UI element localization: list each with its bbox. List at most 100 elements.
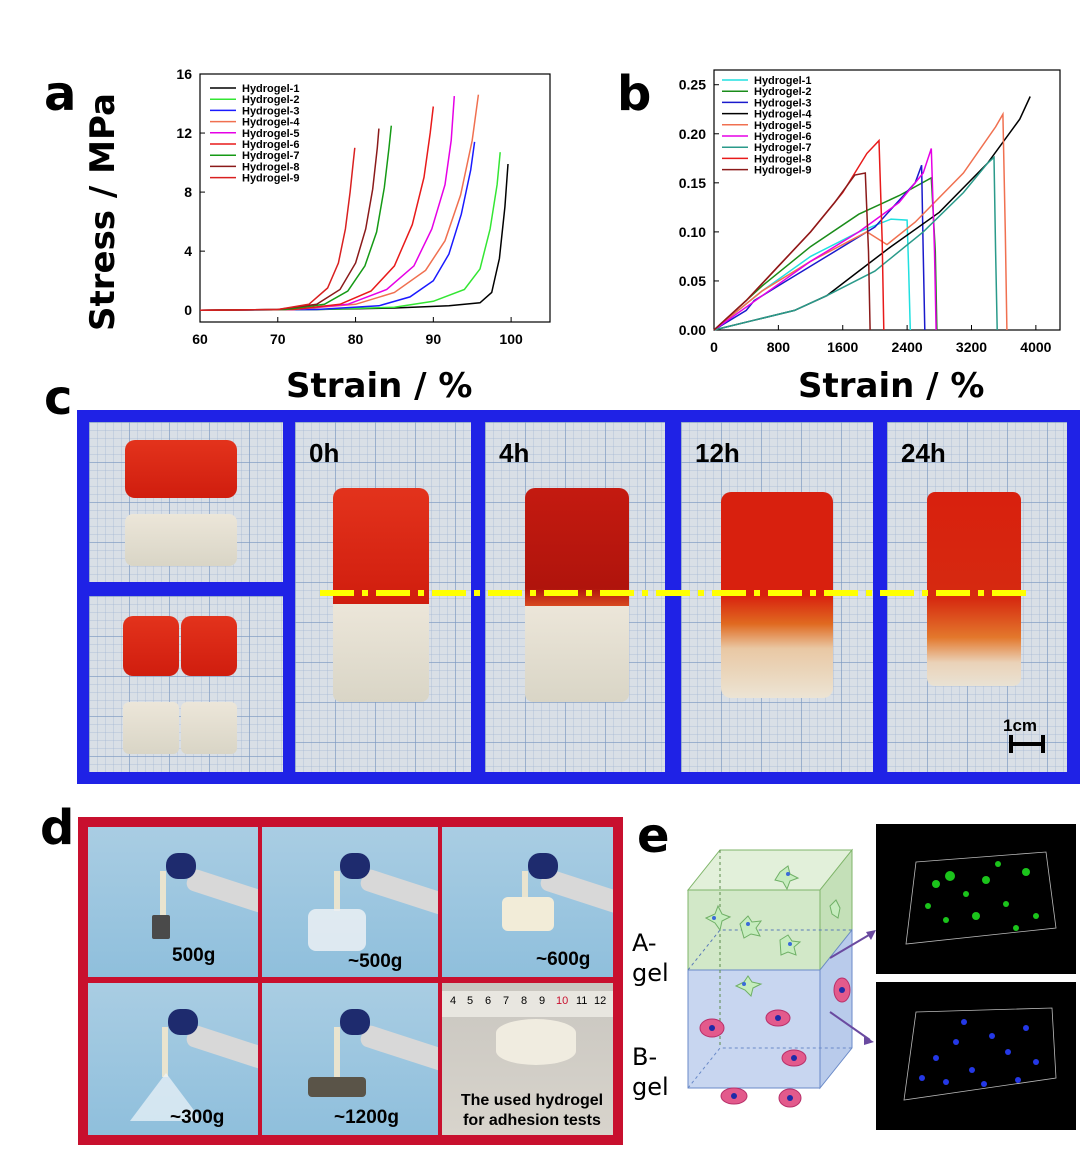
chart-a-ylabel: Stress / MPa — [83, 93, 123, 331]
spot — [961, 1019, 967, 1025]
series-line-hydrogel-1 — [713, 218, 912, 331]
panel-letter-c: c — [44, 370, 73, 426]
spot — [969, 1067, 975, 1073]
x-tick-label: 800 — [767, 339, 791, 355]
interface-dashline — [320, 590, 1032, 596]
hydrogel-sample-photo: 4 5 6 7 8 9 10 11 12 The used hydrogel f… — [442, 983, 613, 1135]
nucleus — [746, 922, 750, 926]
legend-label: Hydrogel-7 — [242, 150, 299, 162]
y-tick-label: 16 — [176, 66, 192, 82]
nucleus — [787, 1095, 793, 1101]
red-half — [525, 488, 629, 606]
y-tick-label: 0.25 — [679, 77, 706, 93]
legend-label: Hydrogel-8 — [242, 161, 299, 173]
volume-box — [903, 1007, 1057, 1101]
y-tick-label: 4 — [184, 243, 192, 259]
x-tick-label: 3200 — [956, 339, 987, 355]
cell — [734, 975, 763, 997]
arrow-to-b-gel-image — [829, 1011, 871, 1041]
legend-label: Hydrogel-2 — [754, 86, 811, 98]
flask — [130, 1073, 202, 1121]
scale-bar — [1009, 742, 1045, 746]
cell — [829, 899, 841, 919]
nucleus — [709, 1025, 715, 1031]
time-label-4h: 4h — [499, 438, 530, 468]
stress-strain-chart-a: 60 70 80 90 1000481216Hydrogel-1Hydrogel-2Hy… — [176, 66, 551, 347]
series-line-hydrogel-2 — [199, 152, 501, 311]
ruler-number: 4 — [450, 995, 457, 1007]
legend-label: Hydrogel-6 — [754, 131, 811, 143]
weight — [308, 1077, 366, 1097]
spot — [945, 871, 955, 881]
nucleus — [788, 942, 792, 946]
a-gel-label-line2: gel — [632, 959, 669, 987]
series-line-hydrogel-3 — [199, 141, 476, 311]
legend-label: Hydrogel-9 — [754, 165, 811, 177]
panel-letter-e: e — [637, 808, 670, 864]
healed-gel — [927, 492, 1021, 686]
spot — [1015, 1077, 1021, 1083]
legend-label: Hydrogel-1 — [242, 83, 299, 95]
sleeve — [184, 1023, 258, 1073]
b-gel-label: B- gel — [632, 1042, 669, 1102]
hydrogel-strip — [160, 871, 166, 917]
load-label-5: ~1200g — [334, 1107, 399, 1128]
spot — [972, 912, 980, 920]
pink-cell-nuclei — [709, 987, 845, 1101]
nucleus — [786, 872, 790, 876]
caption-line-1: The used hydrogel — [460, 1092, 604, 1109]
load-label-2: ~500g — [348, 951, 403, 972]
series-line-hydrogel-6 — [713, 148, 937, 331]
a-gel-label: A- gel — [632, 928, 669, 988]
arrow-head — [864, 1036, 874, 1045]
clear-gel-half-right — [181, 702, 237, 754]
legend-label: Hydrogel-6 — [242, 139, 299, 151]
x-tick-label: 4000 — [1020, 339, 1051, 355]
weight — [152, 915, 170, 939]
nucleus — [791, 1055, 797, 1061]
red-gel-piece — [125, 440, 237, 498]
b-gel-label-line2: gel — [632, 1073, 669, 1101]
sleeve — [358, 867, 438, 917]
time-label-12h: 12h — [695, 438, 740, 468]
scale-bar-label: 1cm — [1003, 716, 1038, 735]
spot — [1022, 868, 1030, 876]
time-label-24h: 24h — [901, 438, 946, 468]
sample-caption: The used hydrogel for adhesion tests — [452, 1091, 612, 1131]
series-line-hydrogel-7 — [199, 125, 393, 311]
bilayer-cube-diagram — [686, 848, 876, 1108]
panel-letter-d: d — [40, 800, 75, 856]
sleeve — [358, 1023, 438, 1073]
healing-photo-24h: 24h 1cm — [887, 422, 1067, 772]
hydrogel-disc — [496, 1019, 576, 1065]
plot-frame — [199, 73, 551, 323]
series-line-hydrogel-5 — [199, 96, 456, 311]
nucleus — [742, 982, 746, 986]
y-tick-label: 0.00 — [679, 322, 706, 338]
x-tick-label: 80 — [348, 331, 364, 347]
cylinder-weight — [502, 897, 554, 931]
legend-label: Hydrogel-2 — [242, 94, 299, 106]
b-gel-confocal-image — [876, 982, 1076, 1130]
clear-half — [333, 604, 429, 702]
a-gel-label-line1: A- — [632, 929, 657, 957]
load-label-1: 500g — [172, 945, 216, 966]
hydrogel-strip — [334, 1027, 340, 1077]
legend-label: Hydrogel-5 — [242, 128, 299, 140]
legend-label: Hydrogel-4 — [242, 117, 300, 129]
spot — [953, 1039, 959, 1045]
ruler: 4 5 6 7 8 9 10 11 12 — [442, 991, 613, 1017]
legend-label: Hydrogel-1 — [754, 75, 811, 87]
sleeve — [184, 867, 258, 917]
y-tick-label: 0.20 — [679, 126, 706, 142]
adhesion-photo-1: 500g — [88, 827, 258, 977]
clear-gel-half-left — [123, 702, 179, 754]
cell — [774, 865, 800, 891]
y-tick-label: 0.05 — [679, 273, 706, 289]
volume-box — [905, 851, 1057, 945]
x-tick-label: 60 — [192, 331, 208, 347]
red-gel-half-left — [123, 616, 179, 676]
green-cells — [704, 865, 841, 997]
series-line-hydrogel-9 — [713, 172, 871, 331]
legend-label: Hydrogel-7 — [754, 142, 811, 154]
